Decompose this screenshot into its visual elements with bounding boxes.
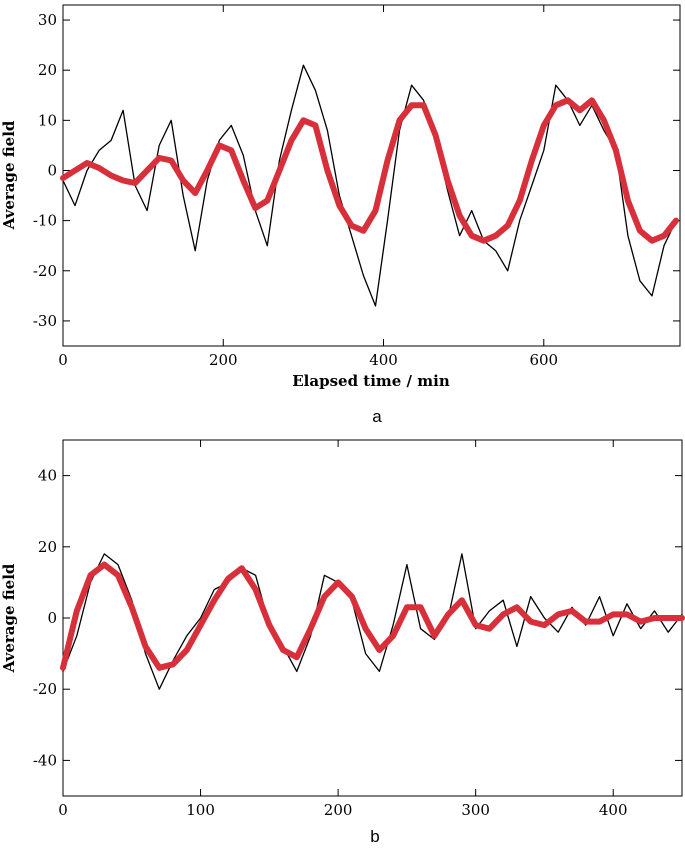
panel-a-ticks: 0 200 400 600 -30 -20 -10 0 10 20 30	[33, 5, 680, 369]
panel-a-ytick-label: -10	[33, 212, 57, 230]
panel-b-xtick-label: 400	[599, 801, 628, 819]
panel-a-xtick-label: 0	[58, 351, 68, 369]
panel-b-chart: 0 100 200 300 400 -40 -20 0 20 40 Average field b	[0, 439, 685, 846]
panel-b-ytick-label: 40	[38, 467, 57, 485]
panel-b-xtick-label: 200	[324, 801, 353, 819]
panel-a-letter: a	[372, 407, 382, 426]
panel-a-fit-curve	[60, 97, 679, 244]
panel-a-ytick-label: -20	[33, 262, 57, 280]
panel-b-series	[60, 553, 685, 690]
panel-a-xlabel: Elapsed time / min	[292, 372, 450, 390]
panel-a-ytick-label: 20	[38, 61, 57, 79]
panel-b-xtick-label: 100	[186, 801, 215, 819]
panel-b-letter: b	[370, 827, 379, 846]
panel-b-ticks: 0 100 200 300 400 -40 -20 0 20 40	[33, 440, 682, 819]
panel-a-noisy-signal	[62, 64, 677, 307]
panel-a-chart: 0 200 400 600 -30 -20 -10 0 10 20 30 Elapsed time …	[0, 4, 681, 426]
panel-b-fit-curve	[60, 561, 685, 671]
panel-a-ytick-label: 0	[47, 161, 57, 179]
panel-a-ytick-label: 30	[38, 11, 57, 29]
panel-b-xtick-label: 0	[58, 801, 68, 819]
panel-a-series	[60, 64, 679, 307]
panel-a-ytick-label: 10	[38, 111, 57, 129]
panel-b-ytick-label: -40	[33, 751, 57, 769]
panel-b-xtick-label: 300	[461, 801, 490, 819]
panel-a-xtick-label: 600	[529, 351, 558, 369]
panel-b-ytick-label: 20	[38, 538, 57, 556]
panel-b-ytick-label: -20	[33, 680, 57, 698]
panel-a-ylabel: Average field	[0, 120, 18, 230]
panel-b-ytick-label: 0	[47, 609, 57, 627]
panel-a-ytick-label: -30	[33, 312, 57, 330]
panel-a-xtick-label: 400	[369, 351, 398, 369]
panel-b-ylabel: Average field	[0, 563, 18, 673]
panel-a-xtick-label: 200	[209, 351, 238, 369]
